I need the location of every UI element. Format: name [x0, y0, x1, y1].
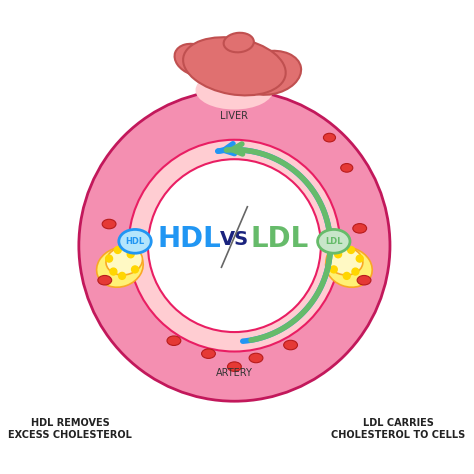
- Circle shape: [148, 159, 321, 332]
- Ellipse shape: [341, 164, 353, 172]
- Circle shape: [330, 266, 337, 273]
- Circle shape: [106, 255, 112, 262]
- Text: LDL: LDL: [325, 237, 343, 246]
- Ellipse shape: [174, 44, 217, 76]
- Ellipse shape: [228, 362, 241, 372]
- Circle shape: [79, 90, 390, 401]
- Text: LDL: LDL: [251, 225, 309, 253]
- Circle shape: [127, 251, 134, 258]
- Ellipse shape: [224, 33, 254, 52]
- Circle shape: [118, 273, 126, 279]
- Circle shape: [356, 255, 363, 262]
- Circle shape: [343, 273, 350, 279]
- Ellipse shape: [237, 51, 301, 95]
- Ellipse shape: [323, 133, 336, 142]
- Text: LDL CARRIES
CHOLESTEROL TO CELLS: LDL CARRIES CHOLESTEROL TO CELLS: [331, 419, 466, 440]
- Ellipse shape: [318, 229, 350, 253]
- Ellipse shape: [326, 247, 372, 287]
- Circle shape: [347, 246, 355, 254]
- Ellipse shape: [353, 224, 366, 233]
- Ellipse shape: [183, 37, 286, 95]
- Circle shape: [114, 246, 121, 254]
- Ellipse shape: [201, 349, 215, 358]
- Ellipse shape: [249, 353, 263, 363]
- Circle shape: [128, 140, 340, 352]
- Ellipse shape: [195, 71, 273, 109]
- Text: LIVER: LIVER: [220, 111, 248, 121]
- Circle shape: [110, 268, 117, 275]
- Ellipse shape: [167, 336, 181, 346]
- Ellipse shape: [326, 246, 363, 275]
- Text: ARTERY: ARTERY: [216, 368, 253, 378]
- Ellipse shape: [106, 246, 143, 275]
- Circle shape: [335, 251, 342, 258]
- Circle shape: [128, 140, 340, 352]
- Ellipse shape: [119, 229, 151, 253]
- Text: VS: VS: [220, 230, 249, 249]
- Ellipse shape: [97, 247, 143, 287]
- Text: HDL: HDL: [126, 237, 145, 246]
- Ellipse shape: [98, 275, 112, 285]
- Text: HDL REMOVES
EXCESS CHOLESTEROL: HDL REMOVES EXCESS CHOLESTEROL: [8, 419, 132, 440]
- Circle shape: [132, 266, 138, 273]
- Circle shape: [352, 268, 359, 275]
- Ellipse shape: [283, 340, 298, 350]
- Ellipse shape: [357, 275, 371, 285]
- Text: HDL: HDL: [157, 225, 221, 253]
- Ellipse shape: [102, 219, 116, 229]
